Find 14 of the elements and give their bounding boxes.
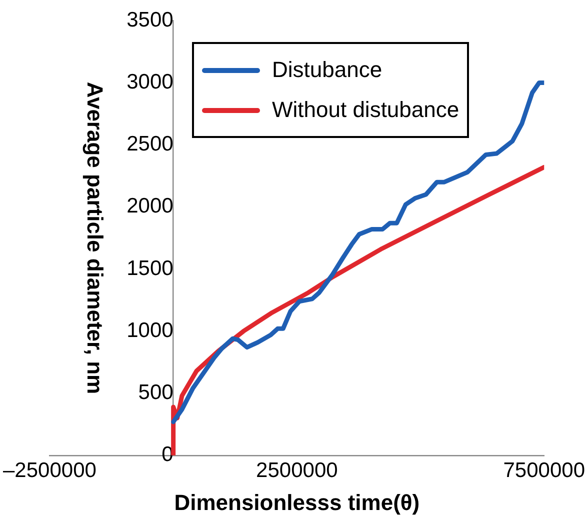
- x-axis-title: Dimensionlesss time(θ): [174, 490, 420, 515]
- y-tick-label: 2500: [126, 132, 174, 156]
- y-tick-label: 3500: [126, 8, 174, 32]
- y-tick-label: 2000: [126, 194, 174, 218]
- x-tick-label: –2500000: [3, 458, 96, 482]
- y-tick-label: 1000: [126, 318, 174, 342]
- y-tick-label: 500: [138, 381, 174, 404]
- y-tick-label: 3000: [126, 70, 174, 94]
- x-tick-label: 7500000: [503, 458, 586, 482]
- x-tick-label: 2500000: [256, 458, 338, 482]
- y-axis-title: Average particle diameter, nm: [82, 82, 108, 394]
- legend-label: Without distubance: [272, 97, 460, 123]
- y-tick-label: 1500: [126, 256, 174, 280]
- legend-label: Distubance: [272, 57, 382, 83]
